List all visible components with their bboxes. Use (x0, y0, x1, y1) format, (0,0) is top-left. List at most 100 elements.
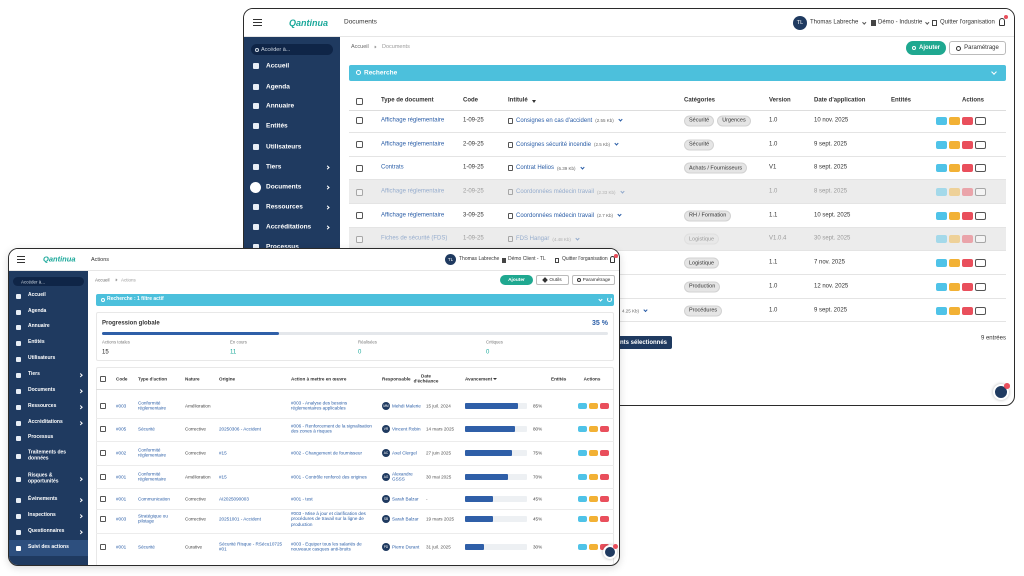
action-code[interactable]: #003 (116, 403, 127, 409)
row-checkbox[interactable] (100, 426, 106, 432)
action-code[interactable]: #001 (116, 496, 127, 502)
quit-link[interactable]: Quitter l'organisation (562, 256, 608, 263)
search-bar[interactable] (349, 65, 1006, 81)
action-button[interactable] (589, 403, 598, 409)
action-button[interactable] (949, 259, 960, 268)
breadcrumb-item[interactable]: Accueil (95, 277, 110, 283)
action-button[interactable] (936, 140, 947, 149)
add-button[interactable]: Ajouter (500, 275, 533, 285)
sidebar-item[interactable]: Agenda (28, 308, 47, 315)
action-button[interactable] (949, 211, 960, 220)
action-button[interactable] (962, 188, 973, 197)
user-name[interactable]: Thomas Labreche (810, 19, 859, 26)
row-checkbox[interactable] (100, 474, 106, 480)
action-button[interactable] (589, 544, 598, 550)
organization[interactable]: Démo - Industrie (878, 19, 923, 26)
action-button[interactable] (936, 188, 947, 197)
action-button[interactable] (975, 259, 986, 268)
responsible-name[interactable]: Sarah Balzar (392, 496, 419, 502)
action-button[interactable] (578, 426, 587, 432)
action-button[interactable] (962, 140, 973, 149)
sidebar-item[interactable]: Accueil (266, 62, 290, 70)
row-checkbox[interactable] (356, 141, 363, 149)
sidebar-item[interactable]: Utilisateurs (28, 355, 56, 362)
action-title[interactable]: #003 - Mise à jour et clarification des … (291, 511, 366, 527)
action-button[interactable] (949, 282, 960, 291)
sidebar-item[interactable]: Inspections (28, 512, 56, 519)
sidebar-item[interactable]: Questionnaires (28, 528, 65, 535)
settings-button[interactable]: Paramétrage (572, 275, 615, 285)
action-button[interactable] (962, 282, 973, 291)
sidebar-item[interactable]: Processus (266, 243, 299, 251)
action-button[interactable] (962, 235, 973, 244)
sidebar-item[interactable]: Tiers (28, 371, 40, 378)
action-button[interactable] (589, 516, 598, 522)
action-button[interactable] (578, 474, 587, 480)
action-button[interactable] (962, 116, 973, 125)
sidebar-item[interactable]: Entités (266, 122, 288, 130)
action-button[interactable] (962, 164, 973, 173)
action-button[interactable] (936, 306, 947, 315)
sidebar-item[interactable]: Documents (266, 183, 302, 191)
action-title[interactable]: #001 - Contrôle renforcé des origines (291, 474, 367, 480)
sidebar-item[interactable]: Traitements des données (28, 449, 67, 461)
user-name[interactable]: Thomas Labreche (459, 256, 500, 263)
row-checkbox[interactable] (356, 212, 363, 220)
document-type[interactable]: Affichage réglementaire (381, 188, 445, 195)
sidebar-item[interactable]: Entités (28, 339, 45, 346)
responsible-name[interactable]: Vincent Robin (392, 426, 421, 432)
add-button[interactable]: Ajouter (906, 41, 946, 55)
sidebar-item[interactable]: Risques & opportunités (28, 472, 59, 484)
action-button[interactable] (936, 282, 947, 291)
action-button[interactable] (578, 516, 587, 522)
action-origin[interactable]: AI2025090003 (219, 496, 249, 502)
action-button[interactable] (962, 306, 973, 315)
row-checkbox[interactable] (100, 496, 106, 502)
document-type[interactable]: Fiches de sécurité (FDS) (381, 236, 448, 243)
row-checkbox[interactable] (100, 516, 106, 522)
action-button[interactable] (962, 259, 973, 268)
settings-button[interactable]: Paramétrage (949, 41, 1006, 55)
sidebar-item[interactable]: Tiers (266, 163, 282, 171)
action-button[interactable] (600, 516, 609, 522)
action-code[interactable]: #005 (116, 426, 127, 432)
quit-link[interactable]: Quitter l'organisation (940, 19, 995, 26)
sidebar-item[interactable]: Accréditations (28, 419, 63, 426)
action-code[interactable]: #003 (116, 516, 127, 522)
action-title[interactable]: #003 - Analyse des besoins réglementaire… (291, 400, 348, 411)
responsible-name[interactable]: Alexandre GSSS (392, 471, 413, 482)
action-button[interactable] (975, 235, 986, 244)
action-button[interactable] (936, 235, 947, 244)
sidebar-item[interactable]: Documents (28, 387, 56, 394)
action-button[interactable] (936, 259, 947, 268)
sidebar-item[interactable]: Accréditations (266, 223, 312, 231)
action-button[interactable] (600, 403, 609, 409)
sidebar-item[interactable]: Processus (28, 434, 54, 441)
action-button[interactable] (975, 140, 986, 149)
action-button[interactable] (975, 164, 986, 173)
action-button[interactable] (975, 188, 986, 197)
row-checkbox[interactable] (100, 450, 106, 456)
action-button[interactable] (589, 474, 598, 480)
document-type[interactable]: Affichage réglementaire (381, 117, 445, 124)
action-button[interactable] (578, 403, 587, 409)
responsible-name[interactable]: Pierre Durant (392, 544, 420, 550)
action-origin[interactable]: Sécurité Risque - RSécu10725 #01 (219, 541, 283, 552)
row-checkbox[interactable] (356, 188, 363, 196)
document-title[interactable]: Coordonnées médecin travail (2.33 Kb) (508, 188, 625, 196)
action-button[interactable] (578, 496, 587, 502)
action-origin[interactable]: 20250306 - Accident (219, 426, 261, 432)
action-code[interactable]: #002 (116, 450, 127, 456)
document-title[interactable]: Contrat Helios (6.39 Kb) (508, 165, 585, 172)
search-bar[interactable] (96, 294, 614, 306)
action-button[interactable] (949, 164, 960, 173)
row-checkbox[interactable] (100, 403, 106, 409)
action-button[interactable] (975, 306, 986, 315)
responsible-name[interactable]: Sarah Balzar (392, 516, 419, 522)
action-origin[interactable]: #15 (219, 474, 227, 480)
sidebar-item[interactable]: Agenda (266, 83, 290, 91)
action-button[interactable] (600, 496, 609, 502)
sidebar-search[interactable] (251, 44, 333, 55)
sidebar-search[interactable] (13, 277, 84, 286)
document-type[interactable]: Contrats (381, 164, 404, 171)
